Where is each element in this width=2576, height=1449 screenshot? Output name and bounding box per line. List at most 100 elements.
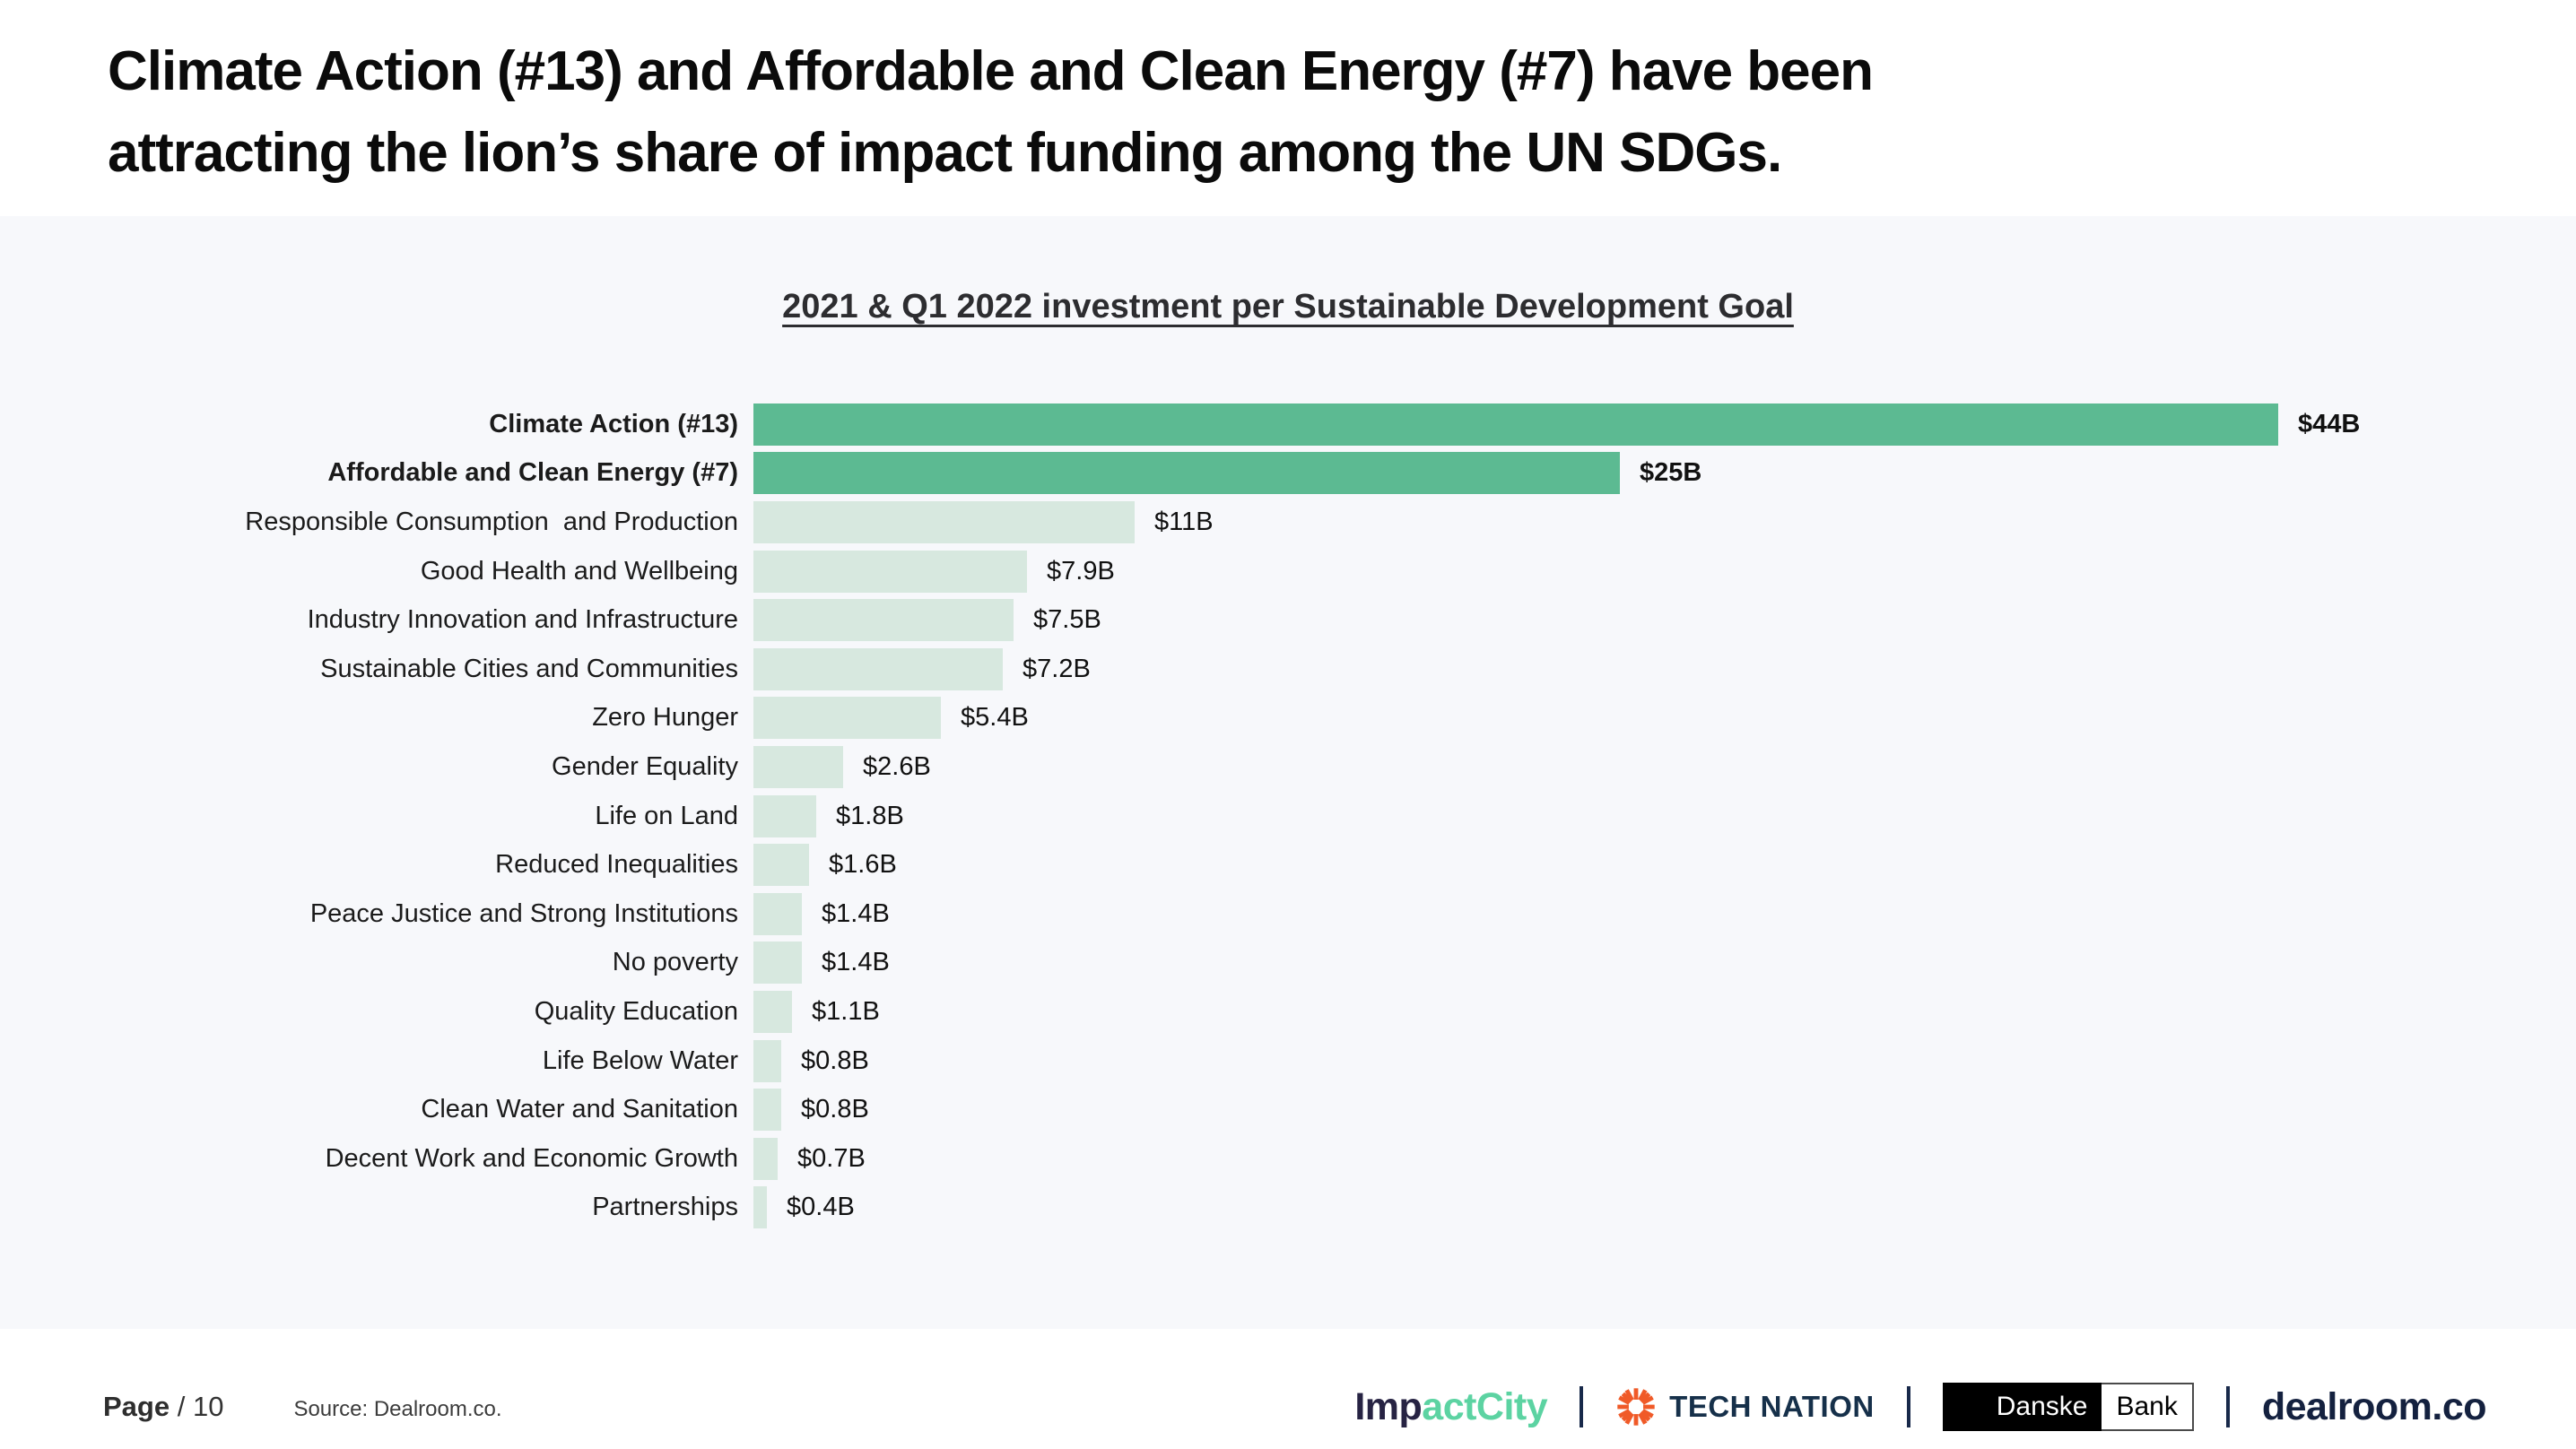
bar — [753, 500, 1135, 543]
bar-track: $5.4B — [753, 694, 2576, 743]
bar — [753, 403, 2278, 446]
chart-row: Affordable and Clean Energy (#7) $25B — [0, 449, 2576, 499]
chart-row: Good Health and Wellbeing $7.9B — [0, 547, 2576, 596]
danske-logo-black-box: Danske — [1942, 1383, 2102, 1431]
bar — [753, 1039, 781, 1082]
chart-row: Gender Equality $2.6B — [0, 742, 2576, 792]
bar-track: $7.9B — [753, 547, 2576, 596]
page-title-line-1: Climate Action (#13) and Affordable and … — [108, 40, 1874, 102]
chart-row: Climate Action (#13) $44B — [0, 400, 2576, 449]
category-label: Responsible Consumption and Production — [245, 507, 738, 536]
bar — [753, 844, 809, 887]
bar-track: $0.4B — [753, 1184, 2576, 1233]
chart-row: No poverty $1.4B — [0, 939, 2576, 988]
value-label: $5.4B — [961, 703, 1029, 733]
bar — [753, 647, 1003, 690]
bar — [753, 697, 941, 740]
bar — [753, 794, 816, 837]
category-label: Gender Equality — [552, 751, 738, 781]
impactcity-logo: ImpactCity — [1354, 1385, 1547, 1429]
chart-rows: Climate Action (#13) $44B Affordable and C… — [0, 400, 2576, 1232]
logo-divider — [2225, 1386, 2230, 1427]
page-title-line-2: attracting the lion’s share of impact fu… — [108, 122, 1782, 184]
dealroom-logo: dealroom.co — [2261, 1384, 2487, 1428]
bar-track: $0.7B — [753, 1134, 2576, 1184]
bar-track: $7.2B — [753, 645, 2576, 694]
chart-row: Life on Land $1.8B — [0, 792, 2576, 841]
bar-track: $11B — [753, 498, 2576, 547]
value-label: $1.1B — [812, 996, 880, 1026]
impactcity-logo-dark: Imp — [1354, 1384, 1423, 1428]
bar-track: $1.6B — [753, 840, 2576, 889]
page-title: Climate Action (#13) and Affordable and … — [108, 30, 2468, 194]
logo-divider — [1906, 1386, 1910, 1427]
title-band: Climate Action (#13) and Affordable and … — [0, 0, 2576, 216]
chart-title: 2021 & Q1 2022 investment per Sustainabl… — [782, 288, 1794, 325]
bar — [753, 599, 1014, 642]
bar-track: $0.8B — [753, 1037, 2576, 1086]
technation-sun-icon — [1617, 1388, 1655, 1426]
category-label: Sustainable Cities and Communities — [320, 654, 738, 683]
category-label: No poverty — [612, 948, 738, 977]
bar — [753, 745, 843, 788]
bar — [753, 1089, 781, 1132]
bar-track: $1.4B — [753, 939, 2576, 988]
chart-row: Life Below Water $0.8B — [0, 1037, 2576, 1086]
footer-left: Page / 10 Source: Dealroom.co. — [103, 1391, 502, 1423]
logo-divider — [1580, 1386, 1584, 1427]
bar — [753, 452, 1620, 495]
category-label: Partnerships — [592, 1193, 738, 1222]
bar-track: $44B — [753, 400, 2576, 449]
bar — [753, 550, 1027, 593]
footer-logos: ImpactCity — [1354, 1383, 2487, 1431]
value-label: $0.7B — [797, 1143, 866, 1173]
value-label: $11B — [1154, 507, 1214, 536]
chart-section: 2021 & Q1 2022 investment per Sustainabl… — [0, 216, 2576, 1232]
value-label: $25B — [1640, 458, 1702, 488]
value-label: $1.6B — [829, 850, 897, 880]
category-label: Affordable and Clean Energy (#7) — [327, 458, 738, 488]
chart-row: Responsible Consumption and Production $1… — [0, 498, 2576, 547]
value-label: $0.8B — [801, 1095, 869, 1124]
bar — [753, 1186, 767, 1229]
chart-row: Clean Water and Sanitation $0.8B — [0, 1085, 2576, 1134]
value-label: $7.5B — [1033, 605, 1101, 635]
category-label: Reduced Inequalities — [495, 850, 738, 880]
danske-bank-logo: Danske Bank — [1942, 1383, 2194, 1431]
bar — [753, 1137, 778, 1180]
source-note: Source: Dealroom.co. — [293, 1397, 502, 1421]
category-label: Industry Innovation and Infrastructure — [307, 605, 738, 635]
bar-track: $1.8B — [753, 792, 2576, 841]
footer: Page / 10 Source: Dealroom.co. ImpactCit… — [0, 1329, 2576, 1449]
bar-track: $1.1B — [753, 987, 2576, 1037]
bar-track: $25B — [753, 449, 2576, 499]
value-label: $7.2B — [1023, 654, 1091, 683]
bar — [753, 941, 802, 985]
category-label: Climate Action (#13) — [489, 409, 738, 438]
value-label: $44B — [2298, 409, 2361, 438]
chart-row: Quality Education $1.1B — [0, 987, 2576, 1037]
bar-track: $7.5B — [753, 595, 2576, 645]
category-label: Quality Education — [534, 996, 738, 1026]
category-label: Peace Justice and Strong Institutions — [309, 898, 738, 928]
technation-logo: TECH NATION — [1615, 1386, 1875, 1427]
page-number: / 10 — [170, 1391, 224, 1422]
chart-row: Reduced Inequalities $1.6B — [0, 840, 2576, 889]
bar-track: $2.6B — [753, 742, 2576, 792]
chart-row: Peace Justice and Strong Institutions $1.… — [0, 889, 2576, 939]
bar — [753, 990, 792, 1033]
chart-row: Partnerships $0.4B — [0, 1184, 2576, 1233]
category-label: Life Below Water — [542, 1046, 738, 1075]
bar — [753, 892, 802, 935]
page-label: Page — [103, 1391, 170, 1422]
page-indicator: Page / 10 — [103, 1391, 223, 1423]
value-label: $1.4B — [822, 898, 890, 928]
value-label: $7.9B — [1047, 556, 1115, 586]
category-label: Zero Hunger — [592, 703, 738, 733]
category-label: Good Health and Wellbeing — [420, 556, 738, 586]
value-label: $1.8B — [836, 801, 904, 830]
value-label: $1.4B — [822, 948, 890, 977]
bar-track: $0.8B — [753, 1085, 2576, 1134]
value-label: $0.8B — [801, 1046, 869, 1075]
